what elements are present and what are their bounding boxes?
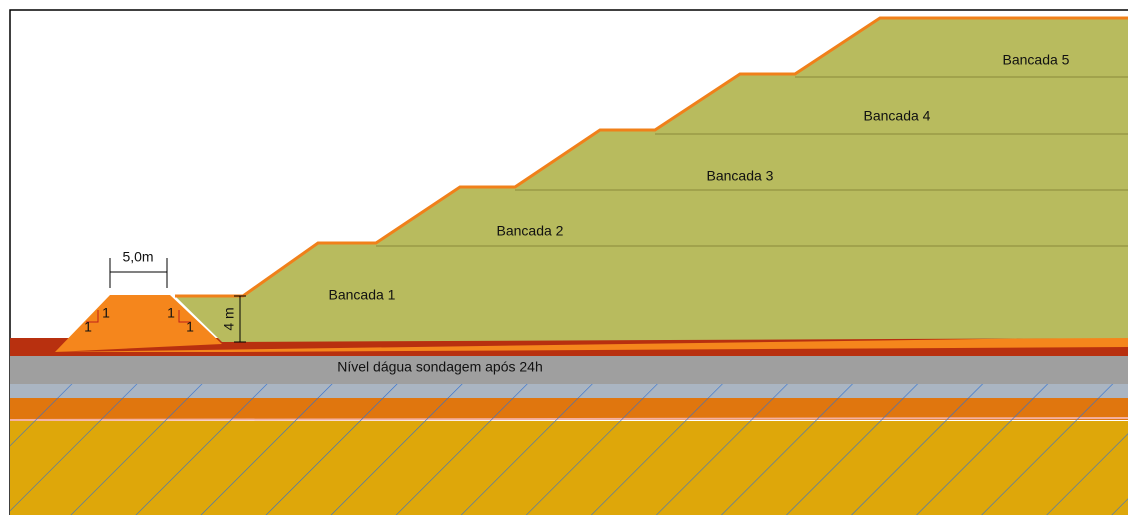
crest-width: 5,0m <box>122 249 153 265</box>
bench-label: Bancada 1 <box>329 287 396 303</box>
bench-label: Bancada 2 <box>497 223 564 239</box>
slope-label: 1 <box>167 305 175 321</box>
bench-label: Bancada 4 <box>864 108 931 124</box>
slope-label: 1 <box>84 319 92 335</box>
dike <box>55 295 222 352</box>
water-level-label: Nível dágua sondagem após 24h <box>337 359 542 375</box>
slope-label: 1 <box>102 305 110 321</box>
gray-layer <box>10 356 1128 384</box>
slope-markers <box>86 310 191 323</box>
bench-lines <box>376 76 1128 247</box>
dimension-lines <box>109 258 246 343</box>
bench-label: Bancada 3 <box>707 168 774 184</box>
bench-label: Bancada 5 <box>1003 52 1070 68</box>
bench-height: 4 m <box>221 307 237 330</box>
slope-label: 1 <box>186 319 194 335</box>
hatch <box>10 384 1128 515</box>
embankment-outline <box>175 16 1128 298</box>
embankment <box>175 18 1128 342</box>
liner <box>55 337 1128 352</box>
